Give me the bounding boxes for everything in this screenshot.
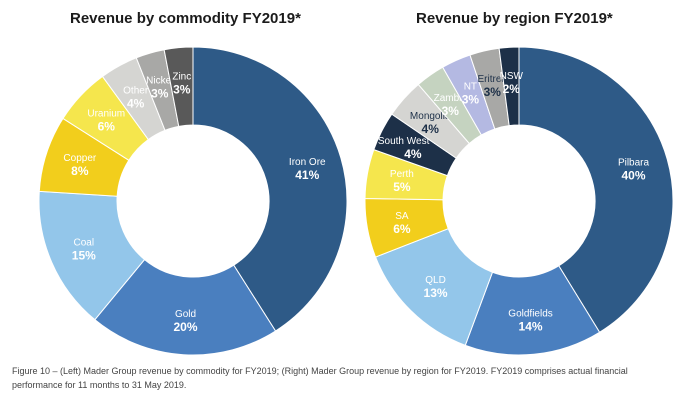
region-label-qld: QLD 13% xyxy=(424,275,448,300)
region-label-pilbara: Pilbara 40% xyxy=(618,158,650,183)
region-label-value: 5% xyxy=(393,180,411,194)
region-label-value: 14% xyxy=(519,319,543,333)
region-label-nt: NT 3% xyxy=(462,81,480,106)
commodity-label-name: Zinc xyxy=(172,72,191,83)
commodity-label-name: Copper xyxy=(63,153,96,164)
region-label-value: 3% xyxy=(484,85,502,99)
commodity-label-name: Iron Ore xyxy=(289,157,326,168)
commodity-slice-iron-ore xyxy=(192,46,348,332)
commodity-label-name: Coal xyxy=(73,237,94,248)
commodity-label-value: 15% xyxy=(72,248,96,262)
region-donut-chart: Pilbara 40% Goldfields 14% QLD 13% SA 6% Perth 5%… xyxy=(364,46,674,356)
region-label-value: 3% xyxy=(442,104,460,118)
region-label-nsw: NSW 2% xyxy=(500,71,524,96)
commodity-label-zinc: Zinc 3% xyxy=(172,72,191,97)
region-label-name: NSW xyxy=(500,71,524,82)
region-label-name: Perth xyxy=(390,169,414,180)
region-label-south-west-wa: South West WA 4% xyxy=(378,136,448,161)
region-label-name: Eritrea xyxy=(478,74,508,85)
region-chart-title: Revenue by region FY2019* xyxy=(416,10,613,27)
region-label-sa: SA 6% xyxy=(393,211,411,236)
commodity-label-value: 8% xyxy=(71,164,89,178)
region-label-value: 2% xyxy=(503,82,521,96)
region-label-eritrea: Eritrea 3% xyxy=(478,74,508,99)
commodity-label-value: 6% xyxy=(98,120,116,134)
commodity-label-value: 4% xyxy=(127,97,145,111)
commodity-label-name: Nickel xyxy=(146,76,173,87)
region-label-name: Mongolia xyxy=(410,111,451,122)
region-label-name: South West WA xyxy=(378,136,448,147)
commodity-label-iron-ore: Iron Ore 41% xyxy=(289,157,326,182)
region-label-name: QLD xyxy=(425,275,446,286)
commodity-label-name: Uranium xyxy=(87,109,125,120)
region-label-value: 13% xyxy=(424,286,448,300)
region-label-value: 6% xyxy=(393,222,411,236)
region-label-value: 4% xyxy=(404,147,422,161)
region-slice-nsw xyxy=(498,46,520,127)
region-label-goldfields: Goldfields 14% xyxy=(508,308,552,333)
commodity-label-nickel: Nickel 3% xyxy=(146,76,173,101)
commodity-label-name: Other xyxy=(123,86,149,97)
region-label-value: 3% xyxy=(462,92,480,106)
region-label-zambia: Zambia 3% xyxy=(434,93,468,118)
region-label-name: Zambia xyxy=(434,93,468,104)
region-label-perth: Perth 5% xyxy=(390,169,414,194)
commodity-label-other: Other 4% xyxy=(123,86,149,111)
region-label-name: SA xyxy=(395,211,409,222)
commodity-donut-chart: Iron Ore 41% Gold 20% Coal 15% Copper 8% Uranium… xyxy=(38,46,348,356)
commodity-label-coal: Coal 15% xyxy=(72,237,96,262)
commodity-label-value: 41% xyxy=(295,168,319,182)
region-label-name: NT xyxy=(464,81,477,92)
region-label-value: 4% xyxy=(422,122,440,136)
region-label-mongolia: Mongolia 4% xyxy=(410,111,451,136)
figure-caption: Figure 10 – (Left) Mader Group revenue b… xyxy=(12,366,628,390)
commodity-label-value: 3% xyxy=(151,87,169,101)
region-label-name: Pilbara xyxy=(618,158,650,169)
region-label-value: 40% xyxy=(622,169,646,183)
commodity-slice-coal xyxy=(38,190,146,321)
region-slice-pilbara xyxy=(518,46,674,333)
commodity-chart-title: Revenue by commodity FY2019* xyxy=(70,10,301,27)
commodity-slice-zinc xyxy=(163,46,194,127)
commodity-label-copper: Copper 8% xyxy=(63,153,96,178)
commodity-label-uranium: Uranium 6% xyxy=(87,109,125,134)
region-label-name: Goldfields xyxy=(508,308,552,319)
commodity-label-value: 3% xyxy=(173,83,191,97)
commodity-slice-gold xyxy=(94,258,277,356)
commodity-label-value: 20% xyxy=(174,320,198,334)
commodity-label-gold: Gold 20% xyxy=(174,309,198,334)
commodity-label-name: Gold xyxy=(175,309,196,320)
